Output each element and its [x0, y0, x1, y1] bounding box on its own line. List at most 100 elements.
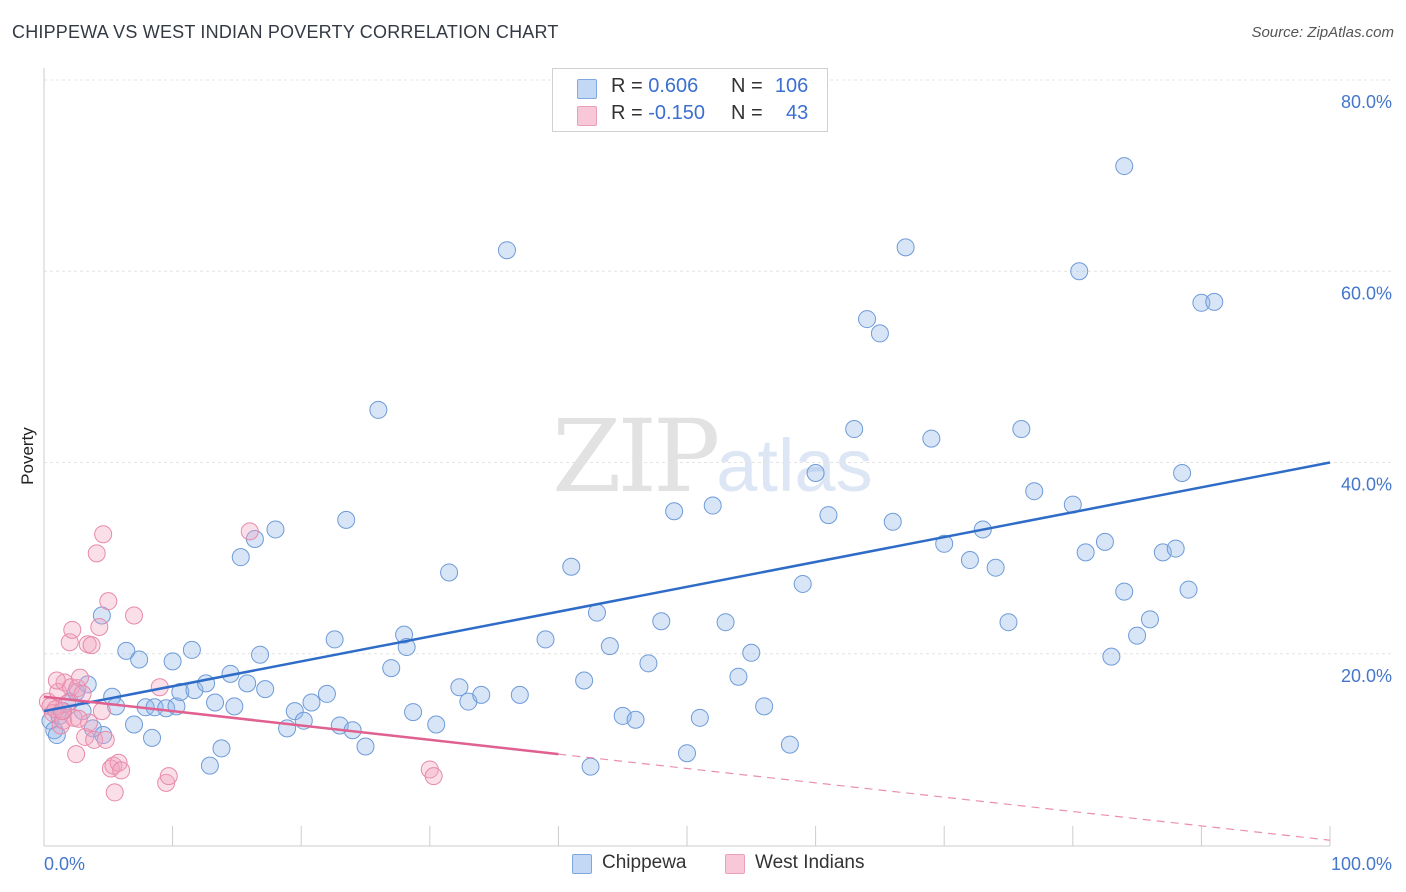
data-point-chippewa [251, 645, 270, 664]
legend-r: R = 0.606 [611, 75, 699, 97]
data-point-chippewa [94, 726, 113, 745]
data-point-chippewa [1192, 293, 1211, 312]
data-point-chippewa [870, 324, 889, 343]
data-point-west-indians [159, 767, 178, 786]
data-point-chippewa [690, 708, 709, 727]
data-point-chippewa [652, 612, 671, 631]
data-point-chippewa [819, 506, 838, 525]
data-point-chippewa [117, 641, 136, 660]
data-point-chippewa [497, 241, 516, 260]
data-point-west-indians [105, 783, 124, 802]
trend-line-west-indians [43, 695, 559, 756]
data-point-west-indians [47, 671, 66, 690]
data-point-west-indians [53, 702, 72, 721]
x-tick-label: 100.0% [1331, 854, 1392, 874]
bottom-legend-label: Chippewa [602, 852, 687, 873]
y-tick-label: 20.0% [1341, 666, 1392, 686]
x-tick-label: 0.0% [44, 854, 85, 874]
data-point-chippewa [935, 534, 954, 553]
data-point-chippewa [125, 715, 144, 734]
data-point-chippewa [575, 671, 594, 690]
data-point-chippewa [1128, 626, 1147, 645]
data-point-west-indians [67, 745, 86, 764]
legend-n: N = 43 [731, 102, 809, 124]
data-point-chippewa [1070, 262, 1089, 281]
data-point-chippewa [755, 697, 774, 716]
data-point-chippewa [639, 654, 658, 673]
data-point-chippewa [678, 744, 696, 763]
data-point-chippewa [1115, 582, 1134, 601]
data-point-chippewa [285, 702, 304, 721]
data-point-west-indians [94, 525, 113, 544]
data-point-chippewa [600, 637, 619, 656]
data-point-chippewa [182, 640, 201, 659]
data-point-chippewa [143, 728, 162, 747]
data-point-chippewa [742, 643, 761, 662]
watermark-atlas: atlas [716, 424, 873, 507]
data-point-chippewa [1179, 580, 1198, 599]
data-point-west-indians [96, 730, 115, 749]
data-point-chippewa [1025, 482, 1044, 501]
data-point-chippewa [130, 650, 149, 669]
data-point-west-indians [82, 636, 101, 655]
bottom-legend-swatch-west-indians [725, 854, 745, 874]
data-point-west-indians [71, 668, 90, 687]
data-point-chippewa [404, 703, 423, 722]
watermark: ZIPatlas [552, 398, 873, 515]
legend: R = 0.606 N = 106 R = -0.150 N = 43 [552, 68, 828, 132]
data-point-chippewa [212, 739, 231, 758]
data-point-west-indians [69, 709, 88, 728]
data-point-west-indians [424, 767, 443, 786]
data-point-chippewa [1166, 539, 1185, 558]
data-point-chippewa [536, 630, 555, 649]
y-tick-label: 60.0% [1341, 283, 1392, 303]
bottom-legend-swatch-chippewa [572, 854, 592, 874]
data-point-chippewa [581, 757, 600, 776]
data-point-chippewa [806, 464, 825, 483]
data-point-west-indians [54, 711, 73, 730]
data-point-chippewa [896, 238, 915, 257]
data-point-chippewa [510, 685, 529, 704]
data-point-west-indians [125, 606, 144, 625]
legend-n: N = 106 [731, 75, 809, 97]
data-point-west-indians [99, 592, 118, 611]
data-point-chippewa [780, 735, 799, 754]
trend-line-extension-west-indians [558, 753, 1331, 841]
trend-line-chippewa [43, 461, 1331, 713]
chart-title: CHIPPEWA VS WEST INDIAN POVERTY CORRELAT… [12, 22, 559, 42]
data-point-chippewa [793, 574, 812, 593]
data-point-chippewa [562, 557, 581, 576]
data-point-chippewa [450, 678, 469, 697]
data-point-chippewa [317, 684, 336, 703]
data-point-west-indians [87, 544, 106, 563]
data-point-chippewa [587, 603, 606, 622]
data-point-west-indians [63, 620, 82, 639]
y-tick-label: 80.0% [1341, 92, 1392, 112]
data-point-chippewa [337, 510, 356, 529]
data-point-chippewa [266, 520, 285, 539]
data-point-chippewa [626, 710, 645, 729]
data-point-chippewa [231, 548, 250, 567]
data-point-chippewa [472, 685, 491, 704]
data-point-chippewa [716, 613, 735, 632]
data-point-chippewa [703, 496, 722, 515]
data-point-chippewa [356, 737, 375, 756]
data-point-chippewa [1095, 532, 1114, 551]
data-point-chippewa [206, 693, 225, 712]
data-point-chippewa [256, 680, 275, 699]
data-point-chippewa [427, 715, 446, 734]
data-point-west-indians [68, 679, 87, 698]
data-point-chippewa [922, 429, 941, 448]
y-tick-label: 40.0% [1341, 475, 1392, 495]
data-point-chippewa [440, 563, 459, 582]
data-point-chippewa [1205, 292, 1224, 311]
data-point-chippewa [225, 697, 244, 716]
data-point-chippewa [1012, 420, 1031, 439]
data-point-chippewa [369, 400, 388, 419]
bottom-legend-label: West Indians [755, 852, 865, 873]
data-point-chippewa [238, 674, 257, 693]
data-point-chippewa [1076, 543, 1095, 562]
legend-swatch-west-indians [577, 106, 597, 126]
data-point-chippewa [883, 512, 902, 531]
